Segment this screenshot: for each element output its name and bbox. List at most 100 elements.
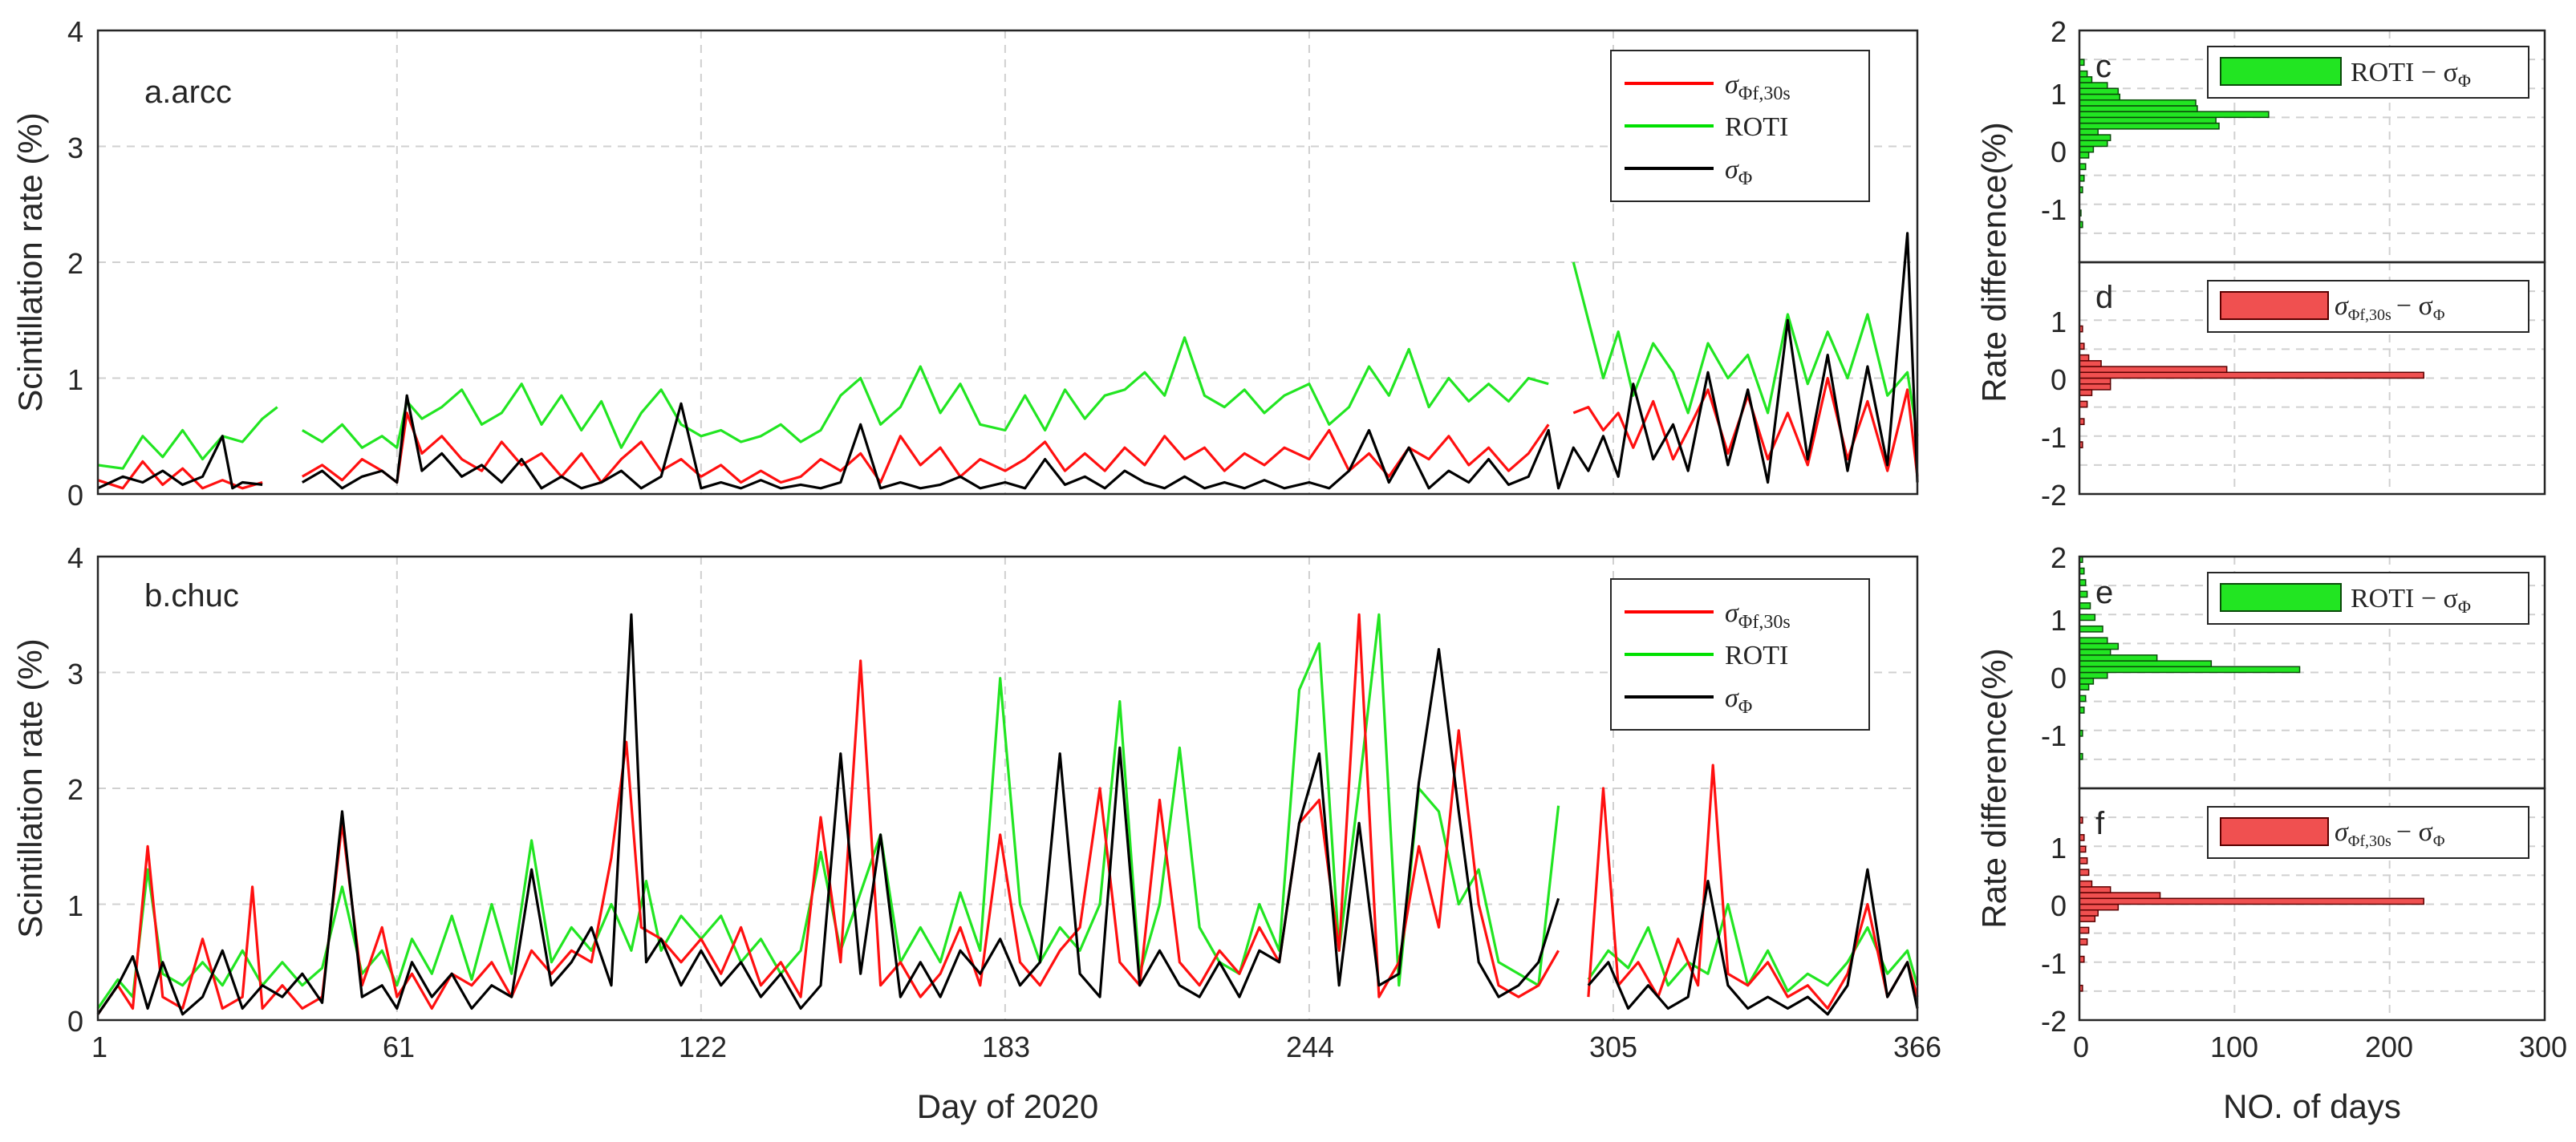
panel-e-legend: ROTI − σΦ bbox=[2207, 572, 2529, 625]
panel-f-bar bbox=[2079, 938, 2088, 946]
panel-f-ytick: -2 bbox=[2041, 1005, 2067, 1038]
panel-e-label: e bbox=[2095, 575, 2113, 610]
panel-e-ytick: 2 bbox=[2051, 541, 2067, 574]
panel-e-legend-entry: ROTI − σΦ bbox=[2351, 584, 2471, 617]
histogram-lower-y-axis-label: Rate difference(%) bbox=[1975, 648, 2013, 928]
histogram-xtick: 0 bbox=[2073, 1031, 2089, 1063]
panel-a: 0 1 2 3 4 Scintillation rate (%) a.arcc … bbox=[11, 15, 1919, 512]
panel-e-bar bbox=[2079, 660, 2213, 668]
panel-f-bar bbox=[2079, 892, 2161, 900]
panel-c-bar bbox=[2079, 140, 2108, 148]
panel-e-bar bbox=[2079, 602, 2091, 609]
panel-f-bar bbox=[2079, 915, 2096, 922]
panel-b-series- bbox=[96, 613, 1919, 1016]
panel-c-bars bbox=[2079, 59, 2270, 229]
panel-f-bar bbox=[2079, 909, 2099, 917]
panel-a-series-ROTI bbox=[97, 261, 1919, 470]
panel-d-frame bbox=[2078, 261, 2546, 496]
panel-d-bar bbox=[2079, 389, 2093, 396]
panel-b-ytick: 4 bbox=[67, 541, 83, 574]
panel-c-legend: ROTI − σΦ bbox=[2207, 46, 2529, 99]
panel-c-legend-swatch bbox=[2220, 57, 2342, 86]
histogram-xtick: 300 bbox=[2519, 1031, 2567, 1063]
panel-e-legend-swatch bbox=[2220, 583, 2342, 612]
panel-f-bar bbox=[2079, 856, 2088, 865]
panel-d-ytick: -1 bbox=[2041, 421, 2067, 454]
panel-b-legend-entry: σΦf,30s bbox=[1725, 598, 1791, 633]
panel-d-ytick: -2 bbox=[2041, 479, 2067, 512]
panel-a-series- bbox=[97, 232, 1919, 490]
panel-d: -2 -1 0 1 d σΦf,30s − σΦ bbox=[2041, 261, 2546, 512]
histogram-xtick: 200 bbox=[2365, 1031, 2413, 1063]
panel-c-bar bbox=[2079, 145, 2095, 153]
panel-a-label: a.arcc bbox=[144, 75, 232, 110]
panel-d-bar bbox=[2079, 366, 2228, 374]
panel-b-xtick: 61 bbox=[383, 1031, 415, 1063]
panel-f-bars bbox=[2079, 816, 2424, 992]
panel-e-bar bbox=[2079, 625, 2103, 633]
panel-b-y-axis-label: Scintillation rate (%) bbox=[11, 638, 49, 937]
panel-c-bar bbox=[2079, 93, 2121, 101]
panel-b-xtick: 1 bbox=[91, 1031, 108, 1063]
histogram-upper-y-axis-label: Rate difference(%) bbox=[1975, 122, 2013, 402]
panel-c-bar bbox=[2079, 87, 2120, 95]
panel-d-bar bbox=[2079, 360, 2102, 367]
panel-b-x-ticks: 1 61 122 183 244 305 366 bbox=[91, 1031, 1941, 1063]
panel-a-ytick: 1 bbox=[67, 363, 83, 396]
panel-a-series bbox=[97, 232, 1919, 490]
panel-b-series bbox=[96, 613, 1919, 1016]
panel-b-xtick: 366 bbox=[1893, 1031, 1941, 1063]
panel-f-bar bbox=[2079, 897, 2424, 905]
panel-c-bar bbox=[2079, 122, 2220, 130]
panel-c-bar bbox=[2079, 151, 2090, 159]
panel-d-ytick: 1 bbox=[2051, 306, 2067, 338]
panel-e: -1 0 1 2 e ROTI − σΦ bbox=[2041, 541, 2546, 790]
panel-d-bar bbox=[2079, 377, 2112, 385]
panel-a-ytick: 4 bbox=[67, 15, 83, 48]
panel-a-y-ticks: 0 1 2 3 4 bbox=[67, 15, 83, 512]
panel-b-legend-entry: σΦ bbox=[1725, 683, 1752, 718]
panel-e-bar bbox=[2079, 590, 2088, 598]
panel-b-xtick: 122 bbox=[679, 1031, 727, 1063]
panel-c-ytick: 0 bbox=[2051, 136, 2067, 168]
panel-a-y-axis-label: Scintillation rate (%) bbox=[11, 112, 49, 411]
panel-e-ytick: 1 bbox=[2051, 604, 2067, 637]
histogram-x-ticks: 0 100 200 300 bbox=[2073, 1031, 2567, 1063]
panel-f-ytick: -1 bbox=[2041, 947, 2067, 980]
panel-a-ytick: 2 bbox=[67, 247, 83, 280]
panel-c-ytick: 1 bbox=[2051, 78, 2067, 111]
panel-a-legend-entry: σΦf,30s bbox=[1725, 70, 1791, 104]
panel-f: -2 -1 0 1 f σΦf,30s − σΦ bbox=[2041, 787, 2546, 1038]
panel-b-x-axis-label: Day of 2020 bbox=[917, 1087, 1099, 1125]
panel-d-bar bbox=[2079, 354, 2090, 362]
panel-f-bar bbox=[2079, 880, 2093, 888]
panel-a-ytick: 3 bbox=[67, 132, 83, 164]
panel-c-bar bbox=[2079, 70, 2088, 78]
panel-f-bar bbox=[2079, 903, 2120, 911]
panel-b-legend-entry: ROTI bbox=[1725, 641, 1788, 670]
panel-a-frame bbox=[96, 29, 1919, 496]
panel-f-ytick: 1 bbox=[2051, 832, 2067, 865]
panel-c-ytick: 2 bbox=[2051, 15, 2067, 48]
panel-b-frame bbox=[96, 555, 1919, 1022]
panel-e-bar bbox=[2079, 654, 2158, 662]
histogram-x-axis-label: NO. of days bbox=[2223, 1087, 2401, 1125]
panel-f-legend: σΦf,30s − σΦ bbox=[2207, 806, 2529, 859]
panel-f-ytick: 0 bbox=[2051, 889, 2067, 922]
panel-d-legend-swatch bbox=[2220, 291, 2329, 320]
panel-e-ytick: 0 bbox=[2051, 662, 2067, 695]
panel-d-label: d bbox=[2095, 280, 2113, 315]
panel-c-bar bbox=[2079, 105, 2198, 112]
panel-c: -1 0 1 2 c ROTI − σΦ bbox=[2041, 15, 2546, 264]
panel-b-legend: σΦf,30s ROTI σΦ bbox=[1610, 578, 1870, 731]
panel-f-label: f bbox=[2095, 806, 2105, 841]
panel-b-label: b.chuc bbox=[144, 578, 239, 614]
panel-e-bar bbox=[2079, 666, 2301, 674]
panel-e-bar bbox=[2079, 671, 2108, 679]
panel-a-legend-entry: σΦ bbox=[1725, 155, 1752, 189]
panel-e-ytick: -1 bbox=[2041, 719, 2067, 752]
panel-a-legend-entry: ROTI bbox=[1725, 112, 1788, 142]
histogram-xtick: 100 bbox=[2210, 1031, 2258, 1063]
panel-e-bar bbox=[2079, 683, 2090, 690]
panel-d-bar bbox=[2079, 371, 2424, 379]
